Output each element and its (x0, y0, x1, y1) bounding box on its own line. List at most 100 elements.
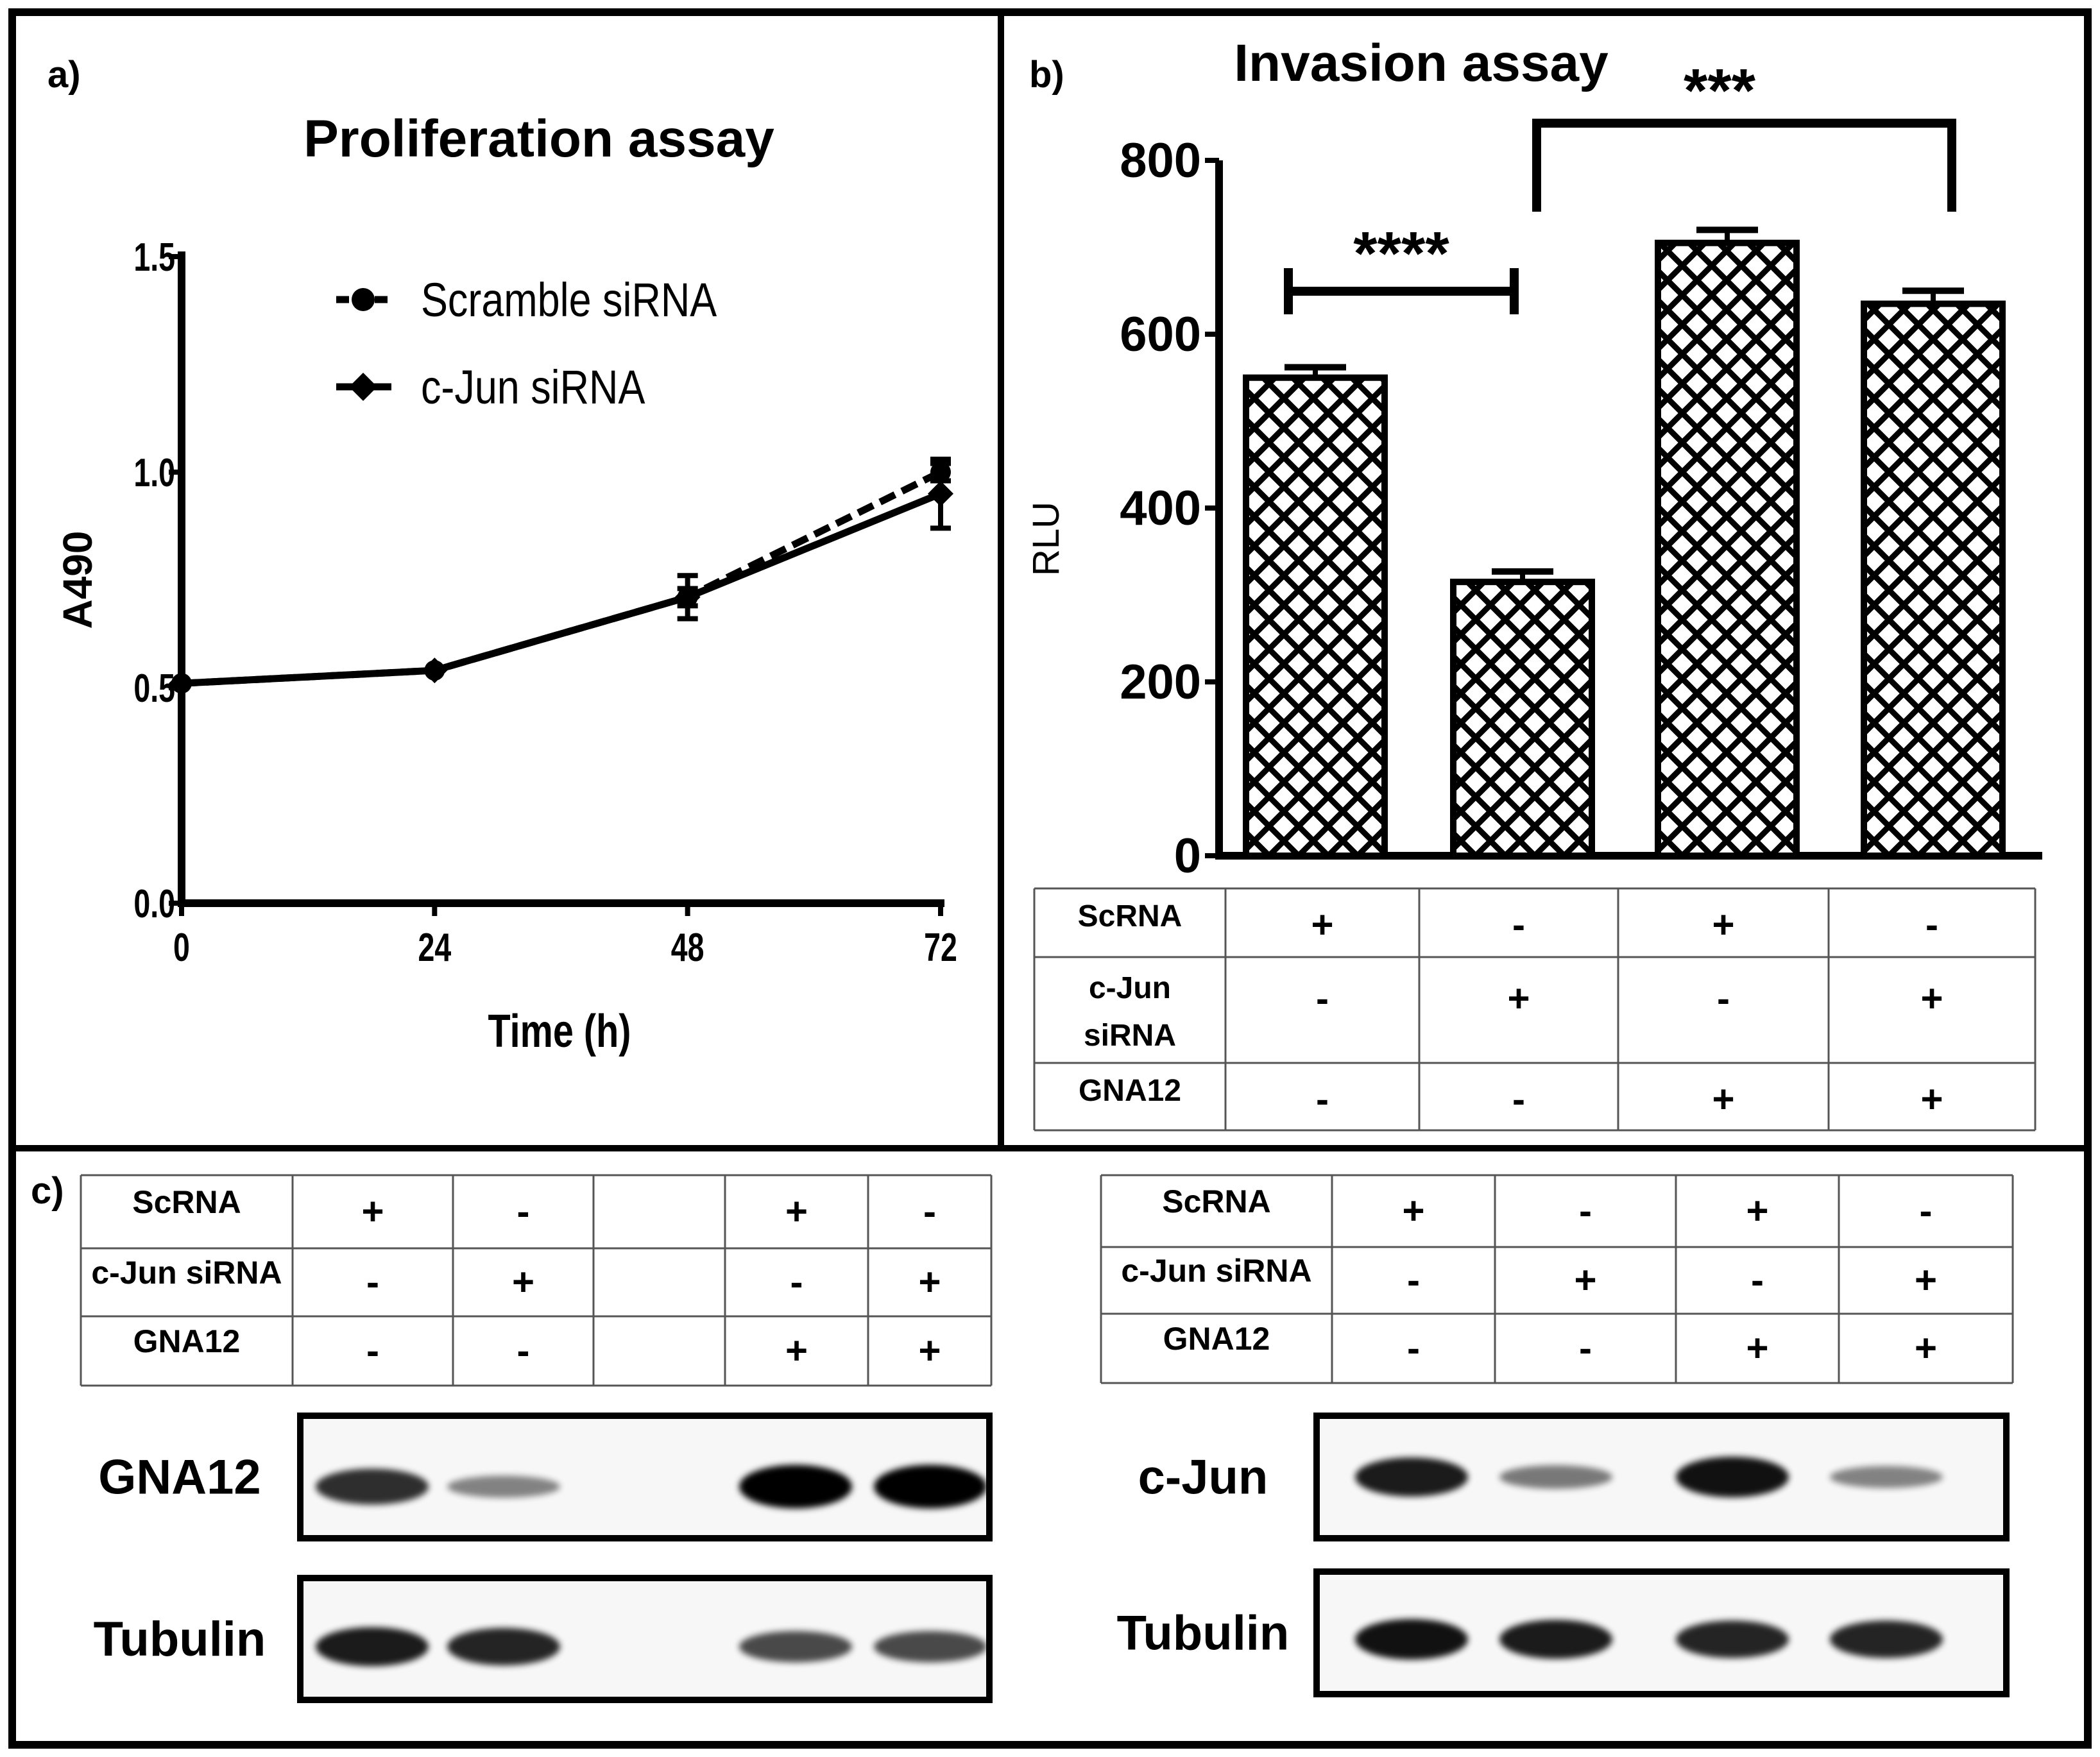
table-cell: - (1925, 903, 1938, 946)
table-cell: - (923, 1190, 936, 1233)
blot-band (1499, 1465, 1612, 1489)
significance-bracket-1 (1284, 268, 1519, 314)
blot-left-images: GNA12 Tubulin (94, 1413, 993, 1703)
y-tick-label: 600 (1120, 307, 1201, 362)
blot-left-conditions-table: ScRNA + - + - c-Jun siRNA - + - + GNA12 - - + + (80, 1174, 993, 1387)
row-label: GNA12 (1079, 1074, 1181, 1108)
row-label-line-1: c-Jun (1089, 971, 1171, 1005)
panel-c: c) ScRNA + - + - c-Jun siRNA - + - + GNA12 - - + + ScR… (31, 1170, 2014, 1703)
blot-label-1: Tubulin (94, 1612, 266, 1667)
table-cell: - (1579, 1189, 1592, 1232)
y-tick-label: 400 (1120, 481, 1201, 536)
blot-band (316, 1627, 429, 1667)
data-point (169, 670, 194, 697)
series-line-0 (181, 469, 943, 687)
row-label: GNA12 (133, 1323, 241, 1359)
y-tick-label: 1.0 (133, 450, 175, 495)
x-tick-label: 48 (671, 924, 704, 969)
bar-2 (1450, 579, 1595, 859)
blot-band (739, 1631, 852, 1663)
table-cell: - (366, 1329, 379, 1372)
table-cell: - (790, 1260, 803, 1303)
table-cell: + (918, 1260, 941, 1303)
table-cell: - (517, 1190, 530, 1233)
table-cell: + (1920, 977, 1943, 1020)
table-cell: + (1311, 903, 1333, 946)
table-cell: - (1512, 903, 1525, 946)
table-cell: - (1407, 1259, 1420, 1302)
table-cell: - (366, 1260, 379, 1303)
table-cell: - (1512, 1078, 1525, 1121)
blot-1 (1313, 1568, 2010, 1697)
blot-band (447, 1475, 560, 1498)
legend-marker (349, 373, 377, 401)
proliferation-title: Proliferation assay (303, 110, 774, 168)
table-cell: + (918, 1329, 941, 1372)
row-label: c-Jun siRNA (91, 1255, 282, 1291)
blot-band (447, 1627, 560, 1666)
table-cell: + (1402, 1189, 1424, 1232)
row-label: ScRNA (1162, 1184, 1270, 1219)
significance-bracket-2 (1532, 119, 1956, 212)
table-cell: + (1507, 977, 1530, 1020)
significance-label-1: **** (1353, 219, 1449, 288)
blot-band (1355, 1618, 1468, 1660)
table-cell: + (1712, 1078, 1734, 1121)
blot-right-images: c-Jun Tubulin (1117, 1413, 2010, 1697)
bar-3 (1655, 239, 1800, 860)
table-cell: - (1717, 977, 1730, 1020)
table-cell: + (1746, 1189, 1768, 1232)
y-axis-title: A490 (55, 531, 101, 629)
y-tick-label: 0.0 (133, 881, 175, 926)
table-cell: - (1316, 1078, 1329, 1121)
blot-band (1830, 1466, 1943, 1488)
blot-label-0: GNA12 (98, 1450, 260, 1505)
x-tick-label: 72 (924, 924, 957, 969)
y-tick-label: 0 (1174, 829, 1201, 883)
row-label: c-Jun siRNA (1121, 1253, 1311, 1289)
data-point (422, 658, 448, 684)
blot-band (316, 1468, 429, 1505)
blot-band (1676, 1620, 1789, 1658)
table-cell: + (1746, 1327, 1768, 1370)
data-point (674, 584, 701, 610)
series-line-1 (181, 490, 943, 687)
significance-label-2: *** (1684, 56, 1756, 125)
legend-label-1: c-Jun siRNA (421, 361, 645, 414)
blot-band (874, 1464, 987, 1509)
blot-band (874, 1631, 987, 1663)
blot-band (1676, 1456, 1789, 1498)
table-cell: - (1751, 1259, 1764, 1302)
blot-label-1: Tubulin (1117, 1606, 1290, 1661)
table-cell: - (517, 1329, 530, 1372)
table-cell: + (1915, 1259, 1937, 1302)
bar-4 (1861, 300, 2006, 859)
x-axis-title: Time (h) (488, 1005, 631, 1057)
blot-band (1499, 1620, 1612, 1659)
blot-right-conditions-table: ScRNA + - + - c-Jun siRNA - + - + GNA12 - - + + (1100, 1174, 2014, 1384)
panel-b-label: b) (1029, 54, 1064, 96)
invasion-conditions-table: ScRNA + - + - c-Jun siRNA - + - + GNA12 - - + + (1033, 887, 2036, 1132)
table-cell: + (1574, 1259, 1596, 1302)
table-cell: + (361, 1190, 384, 1233)
x-tick-label: 24 (418, 924, 451, 969)
proliferation-chart: 0.0 0.5 1.0 1.5 0 24 48 72 Time (h) A490 Scramble … (55, 234, 957, 1057)
blot-band (1830, 1620, 1943, 1658)
table-cell: - (1579, 1327, 1592, 1370)
table-cell: + (1712, 903, 1734, 946)
panel-a: a) Proliferation assay 0.0 0.5 1.0 1.5 0 24 48… (47, 54, 957, 1057)
blot-label-0: c-Jun (1138, 1450, 1268, 1505)
table-cell: - (1920, 1189, 1933, 1232)
row-label: ScRNA (132, 1184, 241, 1220)
table-cell: + (785, 1329, 808, 1372)
panel-b: b) Invasion assay 0200400600800RLU******… (1025, 34, 2042, 1132)
blot-band (1355, 1457, 1468, 1497)
legend-marker (352, 288, 375, 311)
y-tick-label: 1.5 (133, 234, 175, 279)
table-cell: - (1316, 977, 1329, 1020)
x-tick-label: 0 (173, 924, 190, 969)
blot-band (739, 1464, 852, 1509)
data-point (928, 480, 953, 507)
